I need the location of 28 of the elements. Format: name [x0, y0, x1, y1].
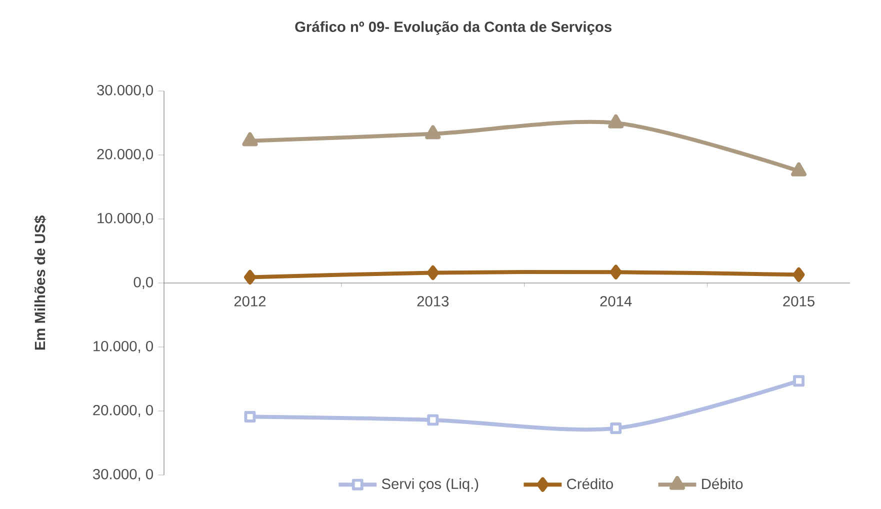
x-tick-label: 2014	[600, 296, 632, 306]
chart-title: Gráfico nº 09- Evolução da Conta de Serviços	[295, 21, 612, 35]
point	[427, 414, 439, 426]
y-tick-label: 10.000,0	[98, 212, 154, 226]
legend-label: Servi ços (Liq.)	[382, 478, 478, 492]
point	[426, 265, 439, 280]
x-tick-label: 2013	[417, 296, 449, 306]
point	[608, 114, 624, 128]
y-tick-label: 0,0	[134, 276, 154, 290]
point	[242, 132, 258, 146]
point	[610, 264, 622, 280]
point	[791, 162, 807, 176]
x-tick-label: 2015	[783, 296, 814, 306]
y-axis-title: Em Milhões de US$	[34, 216, 46, 350]
y-tick-label: 30.000, 0	[93, 468, 153, 482]
point	[792, 267, 805, 282]
y-tick-label: 30.000,0	[97, 84, 154, 98]
x-tick-label: 2012	[234, 296, 266, 306]
point	[793, 375, 805, 387]
y-tick-label: 20.000,0	[97, 148, 154, 162]
point	[610, 422, 622, 434]
y-tick-label: 10.000, 0	[94, 340, 153, 354]
legend-label: Crédito	[567, 478, 613, 490]
point	[425, 125, 441, 140]
y-tick-label: 20.000, 0	[93, 404, 153, 418]
point	[244, 270, 256, 285]
legend-label: Débito	[702, 478, 743, 490]
point	[244, 411, 256, 422]
